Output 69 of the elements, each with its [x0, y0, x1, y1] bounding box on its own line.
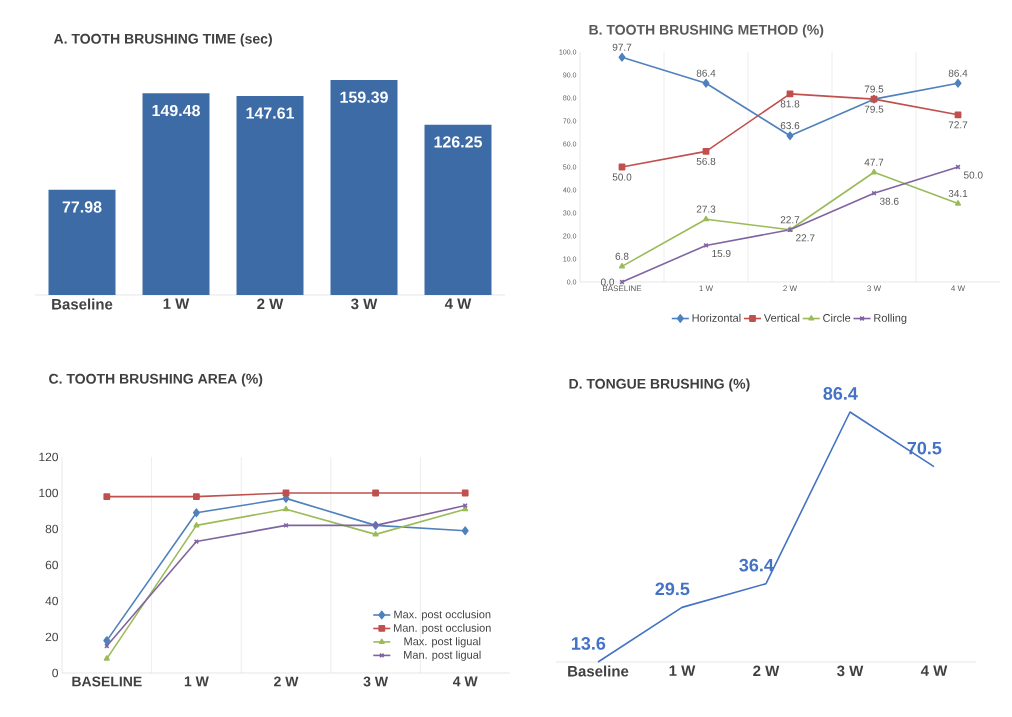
data-label: 50.0 — [963, 171, 983, 179]
data-label: 86.4 — [948, 69, 968, 77]
x-tick-label: 3 W — [837, 665, 864, 677]
data-label: 149.48 — [152, 104, 200, 117]
data-label: 22.7 — [796, 234, 815, 242]
data-label: 29.5 — [655, 582, 690, 596]
data-label: 79.5 — [864, 85, 884, 93]
data-label: 38.6 — [879, 197, 899, 205]
y-tick-label: 20 — [45, 632, 59, 642]
chart-title: D. TONGUE BRUSHING (%) — [569, 378, 750, 392]
data-label: 36.4 — [739, 558, 774, 572]
x-tick-label: 2 W — [753, 665, 780, 676]
data-label: 79.5 — [864, 105, 884, 113]
data-label: 27.3 — [696, 205, 716, 213]
data-label: 81.8 — [780, 100, 800, 108]
x-tick-label: Baseline — [52, 298, 113, 310]
legend-label: Max. post occlusion — [394, 610, 491, 621]
y-tick-label: 0 — [52, 668, 59, 678]
x-tick-label: 3 W — [351, 298, 378, 310]
data-label: 6.8 — [615, 252, 629, 260]
y-tick-label: 60 — [45, 560, 59, 570]
x-tick-label: 3 W — [363, 676, 389, 687]
data-label: 159.39 — [340, 91, 388, 103]
y-tick-label: 120 — [39, 452, 59, 462]
data-label: 47.7 — [864, 158, 884, 166]
x-tick-label: 1 W — [669, 665, 696, 676]
y-tick-label: 80 — [45, 524, 59, 534]
data-label: 77.98 — [62, 201, 102, 213]
x-tick-label: BASELINE — [603, 285, 642, 292]
data-label: 63.6 — [780, 122, 800, 130]
data-label: 22.7 — [780, 216, 800, 224]
chart-title: C. TOOTH BRUSHING AREA (%) — [49, 373, 263, 387]
y-tick-label: 100 — [39, 488, 59, 498]
x-tick-label: 2 W — [783, 285, 798, 292]
data-label: 97.7 — [612, 43, 632, 51]
data-label: 15.9 — [712, 249, 731, 258]
data-label: 56.8 — [696, 157, 716, 165]
x-tick-label: Baseline — [568, 665, 629, 677]
data-label: 13.6 — [571, 637, 606, 650]
x-tick-label: 4 W — [444, 298, 472, 309]
data-label: 50.0 — [612, 173, 632, 181]
x-tick-label: 2 W — [257, 298, 284, 309]
chart-title: A. TOOTH BRUSHING TIME (sec) — [53, 33, 272, 47]
x-tick-label: 4 W — [951, 285, 966, 292]
legend-label: Vertical — [763, 313, 800, 322]
data-label: 126.25 — [434, 136, 483, 148]
legend-label: Circle — [823, 313, 851, 322]
legend-label: Man. post ligual — [404, 650, 481, 661]
data-label: 86.4 — [696, 69, 716, 77]
x-tick-label: 2 W — [274, 676, 299, 687]
data-label: 0.0 — [600, 278, 615, 286]
data-label: 70.5 — [907, 441, 942, 455]
chart-title: B. TOOTH BRUSHING METHOD (%) — [589, 24, 824, 38]
x-tick-label: BASELINE — [72, 676, 142, 687]
x-tick-label: 3 W — [867, 285, 882, 292]
x-tick-label: 1 W — [699, 285, 714, 292]
x-tick-label: 4 W — [920, 665, 948, 676]
legend-label: Man. post occlusion — [394, 623, 491, 634]
x-tick-label: 4 W — [452, 676, 478, 687]
legend-label: Horizontal — [692, 313, 741, 322]
data-label: 147.61 — [246, 107, 295, 119]
legend-label: Rolling — [874, 313, 907, 325]
x-tick-label: 1 W — [184, 676, 209, 687]
y-tick-label: 40 — [45, 596, 59, 606]
x-tick-label: 1 W — [163, 298, 190, 309]
data-label: 86.4 — [823, 387, 858, 400]
legend-label: Max. post ligual — [404, 637, 481, 648]
data-label: 72.7 — [948, 121, 968, 129]
data-label: 34.1 — [948, 189, 968, 198]
